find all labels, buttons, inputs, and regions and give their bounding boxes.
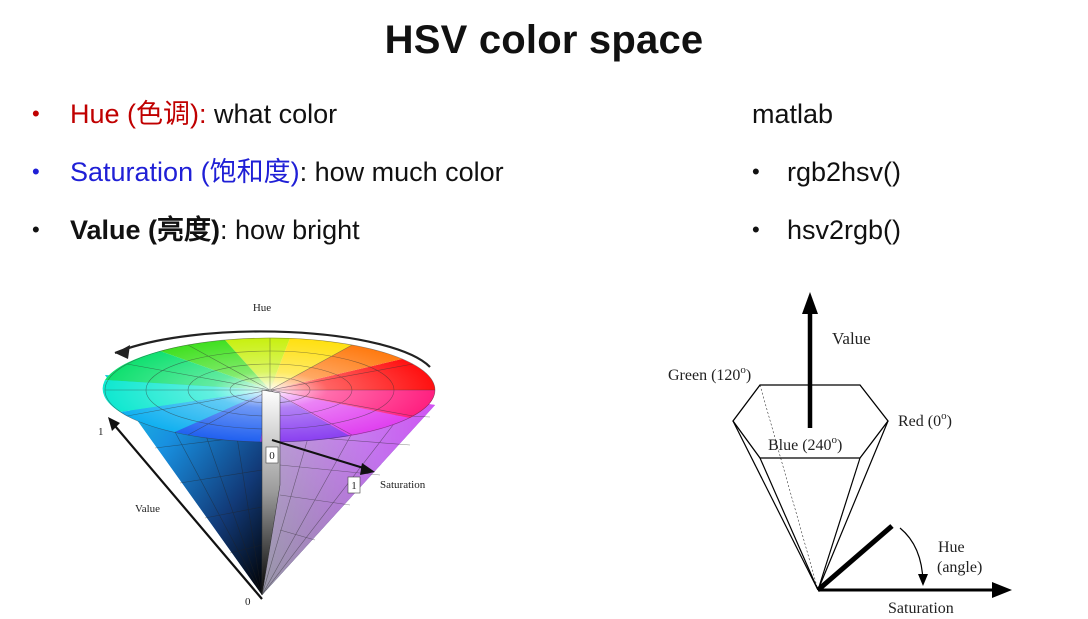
value-axis xyxy=(109,419,263,600)
green-label: Green (120o) xyxy=(668,364,751,384)
diagram-hue-label: Hue xyxy=(938,539,965,556)
diagram-value-label: Value xyxy=(832,329,871,348)
cone-edges xyxy=(732,384,889,591)
slide-title: HSV color space xyxy=(384,18,704,62)
hsv-bullet-list: • Hue (色调): what color • Saturation (饱和度… xyxy=(30,92,504,266)
hsv-cone-figure: Hue 1 0 Value 0 1 Saturation xyxy=(98,302,436,608)
saturation-desc: : how much color xyxy=(299,157,504,187)
matlab-item: • rgb2hsv() xyxy=(752,150,901,208)
matlab-function-list: • rgb2hsv() • hsv2rgb() xyxy=(752,150,901,266)
saturation-axis xyxy=(271,439,371,471)
hue-disc xyxy=(102,337,436,443)
cone-value-label: Value xyxy=(135,503,160,515)
matlab-column: matlab • rgb2hsv() • hsv2rgb() xyxy=(752,92,901,266)
hue-angle-arc xyxy=(899,527,924,583)
bullet-hue: • Hue (色调): what color xyxy=(30,92,504,150)
bullet-dot: • xyxy=(32,101,40,126)
bullet-saturation: • Saturation (饱和度): how much color xyxy=(30,150,504,208)
diagram-angle-label: (angle) xyxy=(937,559,982,576)
matlab-heading: matlab xyxy=(752,99,834,129)
cone-value-1: 1 xyxy=(98,426,104,438)
hue-term: Hue (色调) xyxy=(70,99,200,129)
bullet-value: • Value (亮度): how bright xyxy=(30,208,504,266)
diagram-saturation-label: Saturation xyxy=(888,600,954,617)
hue-arrow xyxy=(114,330,431,368)
hsv-hexcone-diagram: Value Green (120o) Red (0o) Blue (240o) … xyxy=(668,292,1012,617)
value-desc: : how bright xyxy=(220,215,360,245)
blue-label: Blue (240o) xyxy=(768,434,842,454)
hue-vector xyxy=(816,524,894,592)
bullet-dot: • xyxy=(752,159,760,184)
hue-desc: what color xyxy=(206,99,338,129)
bullet-dot: • xyxy=(752,217,760,242)
red-label: Red (0o) xyxy=(898,410,952,430)
cone-hue-label: Hue xyxy=(253,302,271,314)
saturation-term: Saturation (饱和度) xyxy=(70,157,300,187)
bullet-dot: • xyxy=(32,217,40,242)
cone-value-0: 0 xyxy=(245,596,251,608)
value-term: Value (亮度) xyxy=(70,215,221,245)
cone-saturation-label: Saturation xyxy=(380,479,426,491)
cone-saturation-1: 1 xyxy=(351,480,357,492)
bullet-dot: • xyxy=(32,159,40,184)
cone-saturation-0: 0 xyxy=(269,450,275,462)
matlab-item: • hsv2rgb() xyxy=(752,208,901,266)
